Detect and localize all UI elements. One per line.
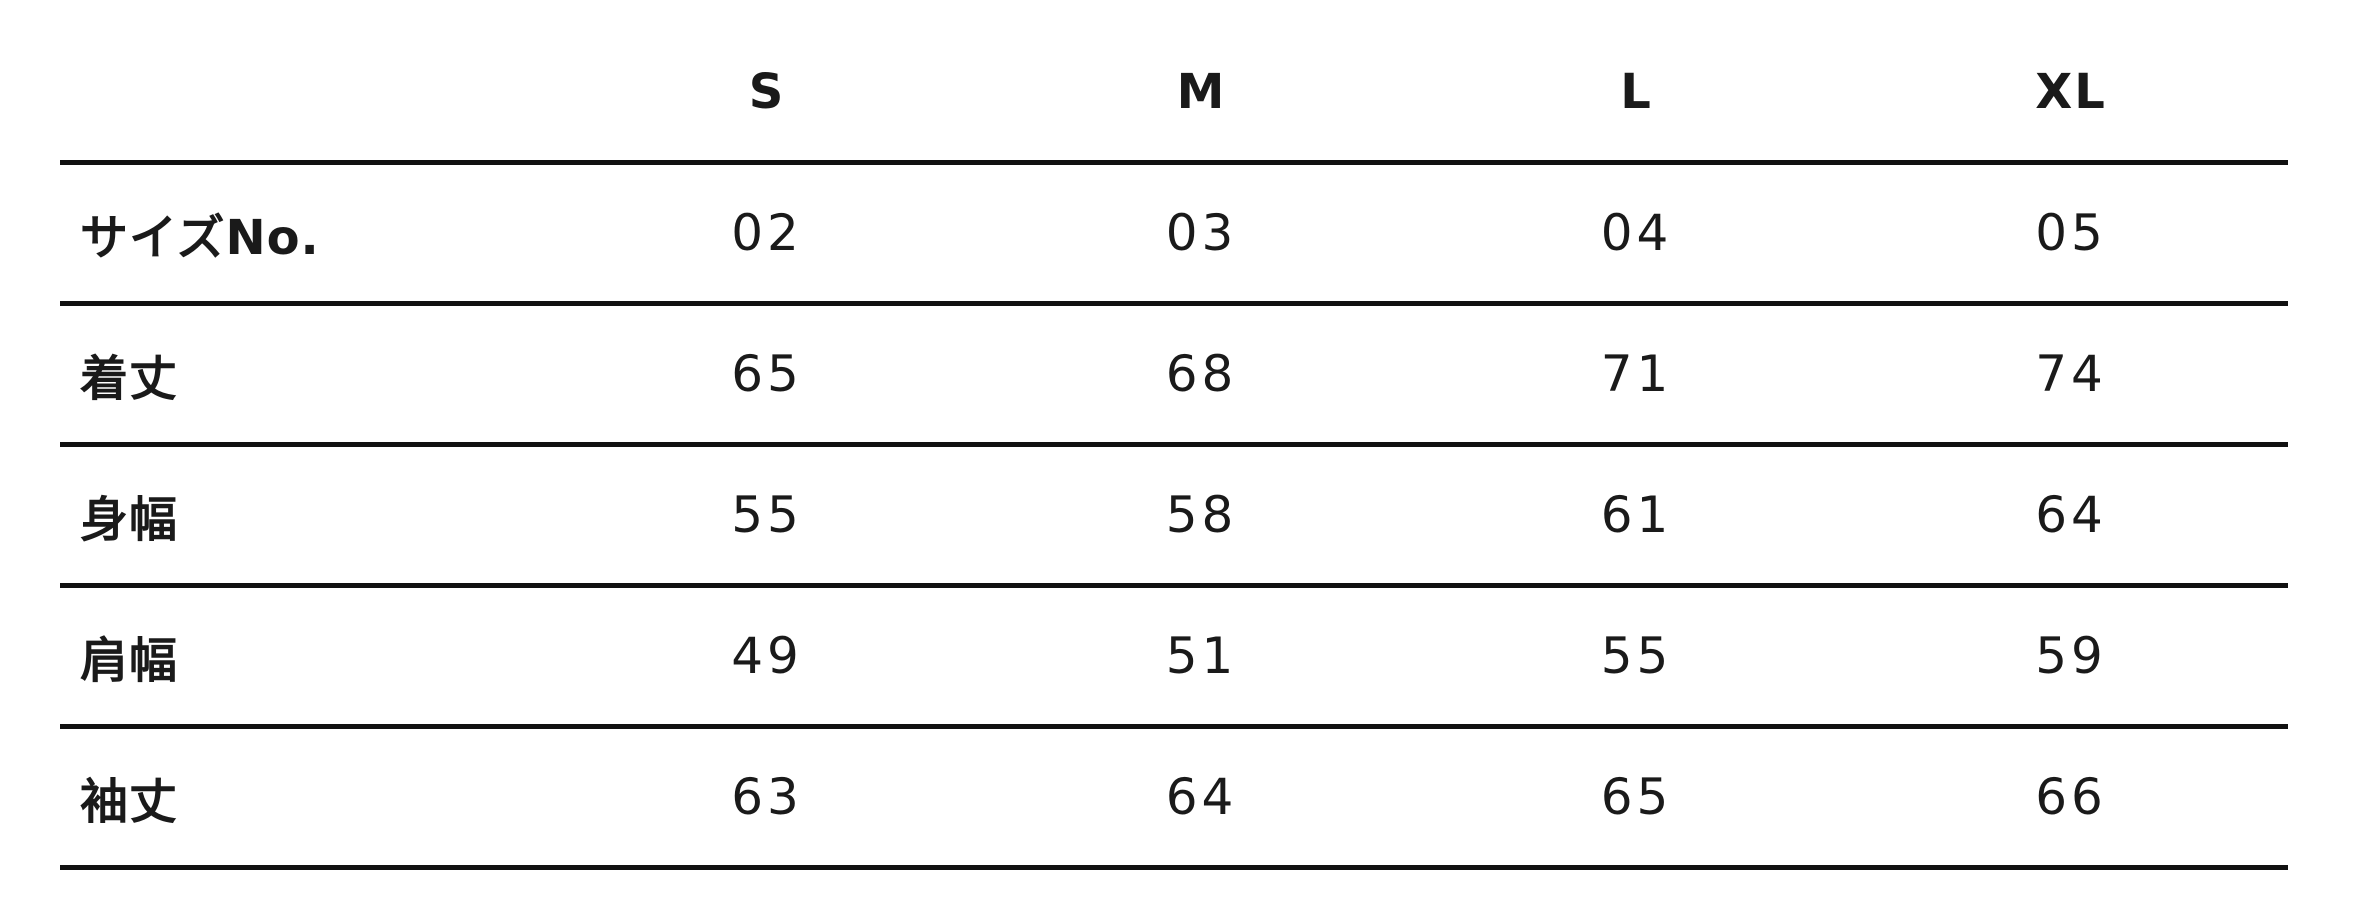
size-value-cell: 65 xyxy=(550,303,984,447)
size-value-cell: 64 xyxy=(1854,444,2288,588)
size-value-cell: 02 xyxy=(550,162,984,306)
table-row-body-width: 身幅 55 58 61 64 xyxy=(60,444,2288,588)
size-value-cell: 65 xyxy=(1419,726,1854,870)
size-value-cell: 74 xyxy=(1854,303,2288,447)
column-header-l: L xyxy=(1419,24,1854,165)
table-row-sleeve-length: 袖丈 63 64 65 66 xyxy=(60,726,2288,870)
size-value-cell: 63 xyxy=(550,726,984,870)
column-header-xl: XL xyxy=(1854,24,2288,165)
size-value-cell: 49 xyxy=(550,585,984,729)
size-value-cell: 64 xyxy=(984,726,1419,870)
size-value-cell: 04 xyxy=(1419,162,1854,306)
row-label-shoulder-width: 肩幅 xyxy=(60,585,550,729)
header-row: S M L XL xyxy=(60,24,2288,165)
size-chart: S M L XL サイズNo. 02 03 04 05 着丈 65 68 71 … xyxy=(60,24,2288,870)
size-value-cell: 61 xyxy=(1419,444,1854,588)
size-value-cell: 68 xyxy=(984,303,1419,447)
row-label-sleeve-length: 袖丈 xyxy=(60,726,550,870)
table-row-shoulder-width: 肩幅 49 51 55 59 xyxy=(60,585,2288,729)
corner-header-cell xyxy=(60,24,550,165)
table-row-size-no: サイズNo. 02 03 04 05 xyxy=(60,162,2288,306)
row-label-size-no: サイズNo. xyxy=(60,162,550,306)
size-value-cell: 55 xyxy=(550,444,984,588)
size-value-cell: 71 xyxy=(1419,303,1854,447)
row-label-body-length: 着丈 xyxy=(60,303,550,447)
size-chart-table: S M L XL サイズNo. 02 03 04 05 着丈 65 68 71 … xyxy=(60,24,2288,870)
size-value-cell: 55 xyxy=(1419,585,1854,729)
table-row-body-length: 着丈 65 68 71 74 xyxy=(60,303,2288,447)
size-value-cell: 05 xyxy=(1854,162,2288,306)
size-value-cell: 03 xyxy=(984,162,1419,306)
size-value-cell: 58 xyxy=(984,444,1419,588)
size-value-cell: 51 xyxy=(984,585,1419,729)
column-header-m: M xyxy=(984,24,1419,165)
size-value-cell: 66 xyxy=(1854,726,2288,870)
size-value-cell: 59 xyxy=(1854,585,2288,729)
row-label-body-width: 身幅 xyxy=(60,444,550,588)
column-header-s: S xyxy=(550,24,984,165)
